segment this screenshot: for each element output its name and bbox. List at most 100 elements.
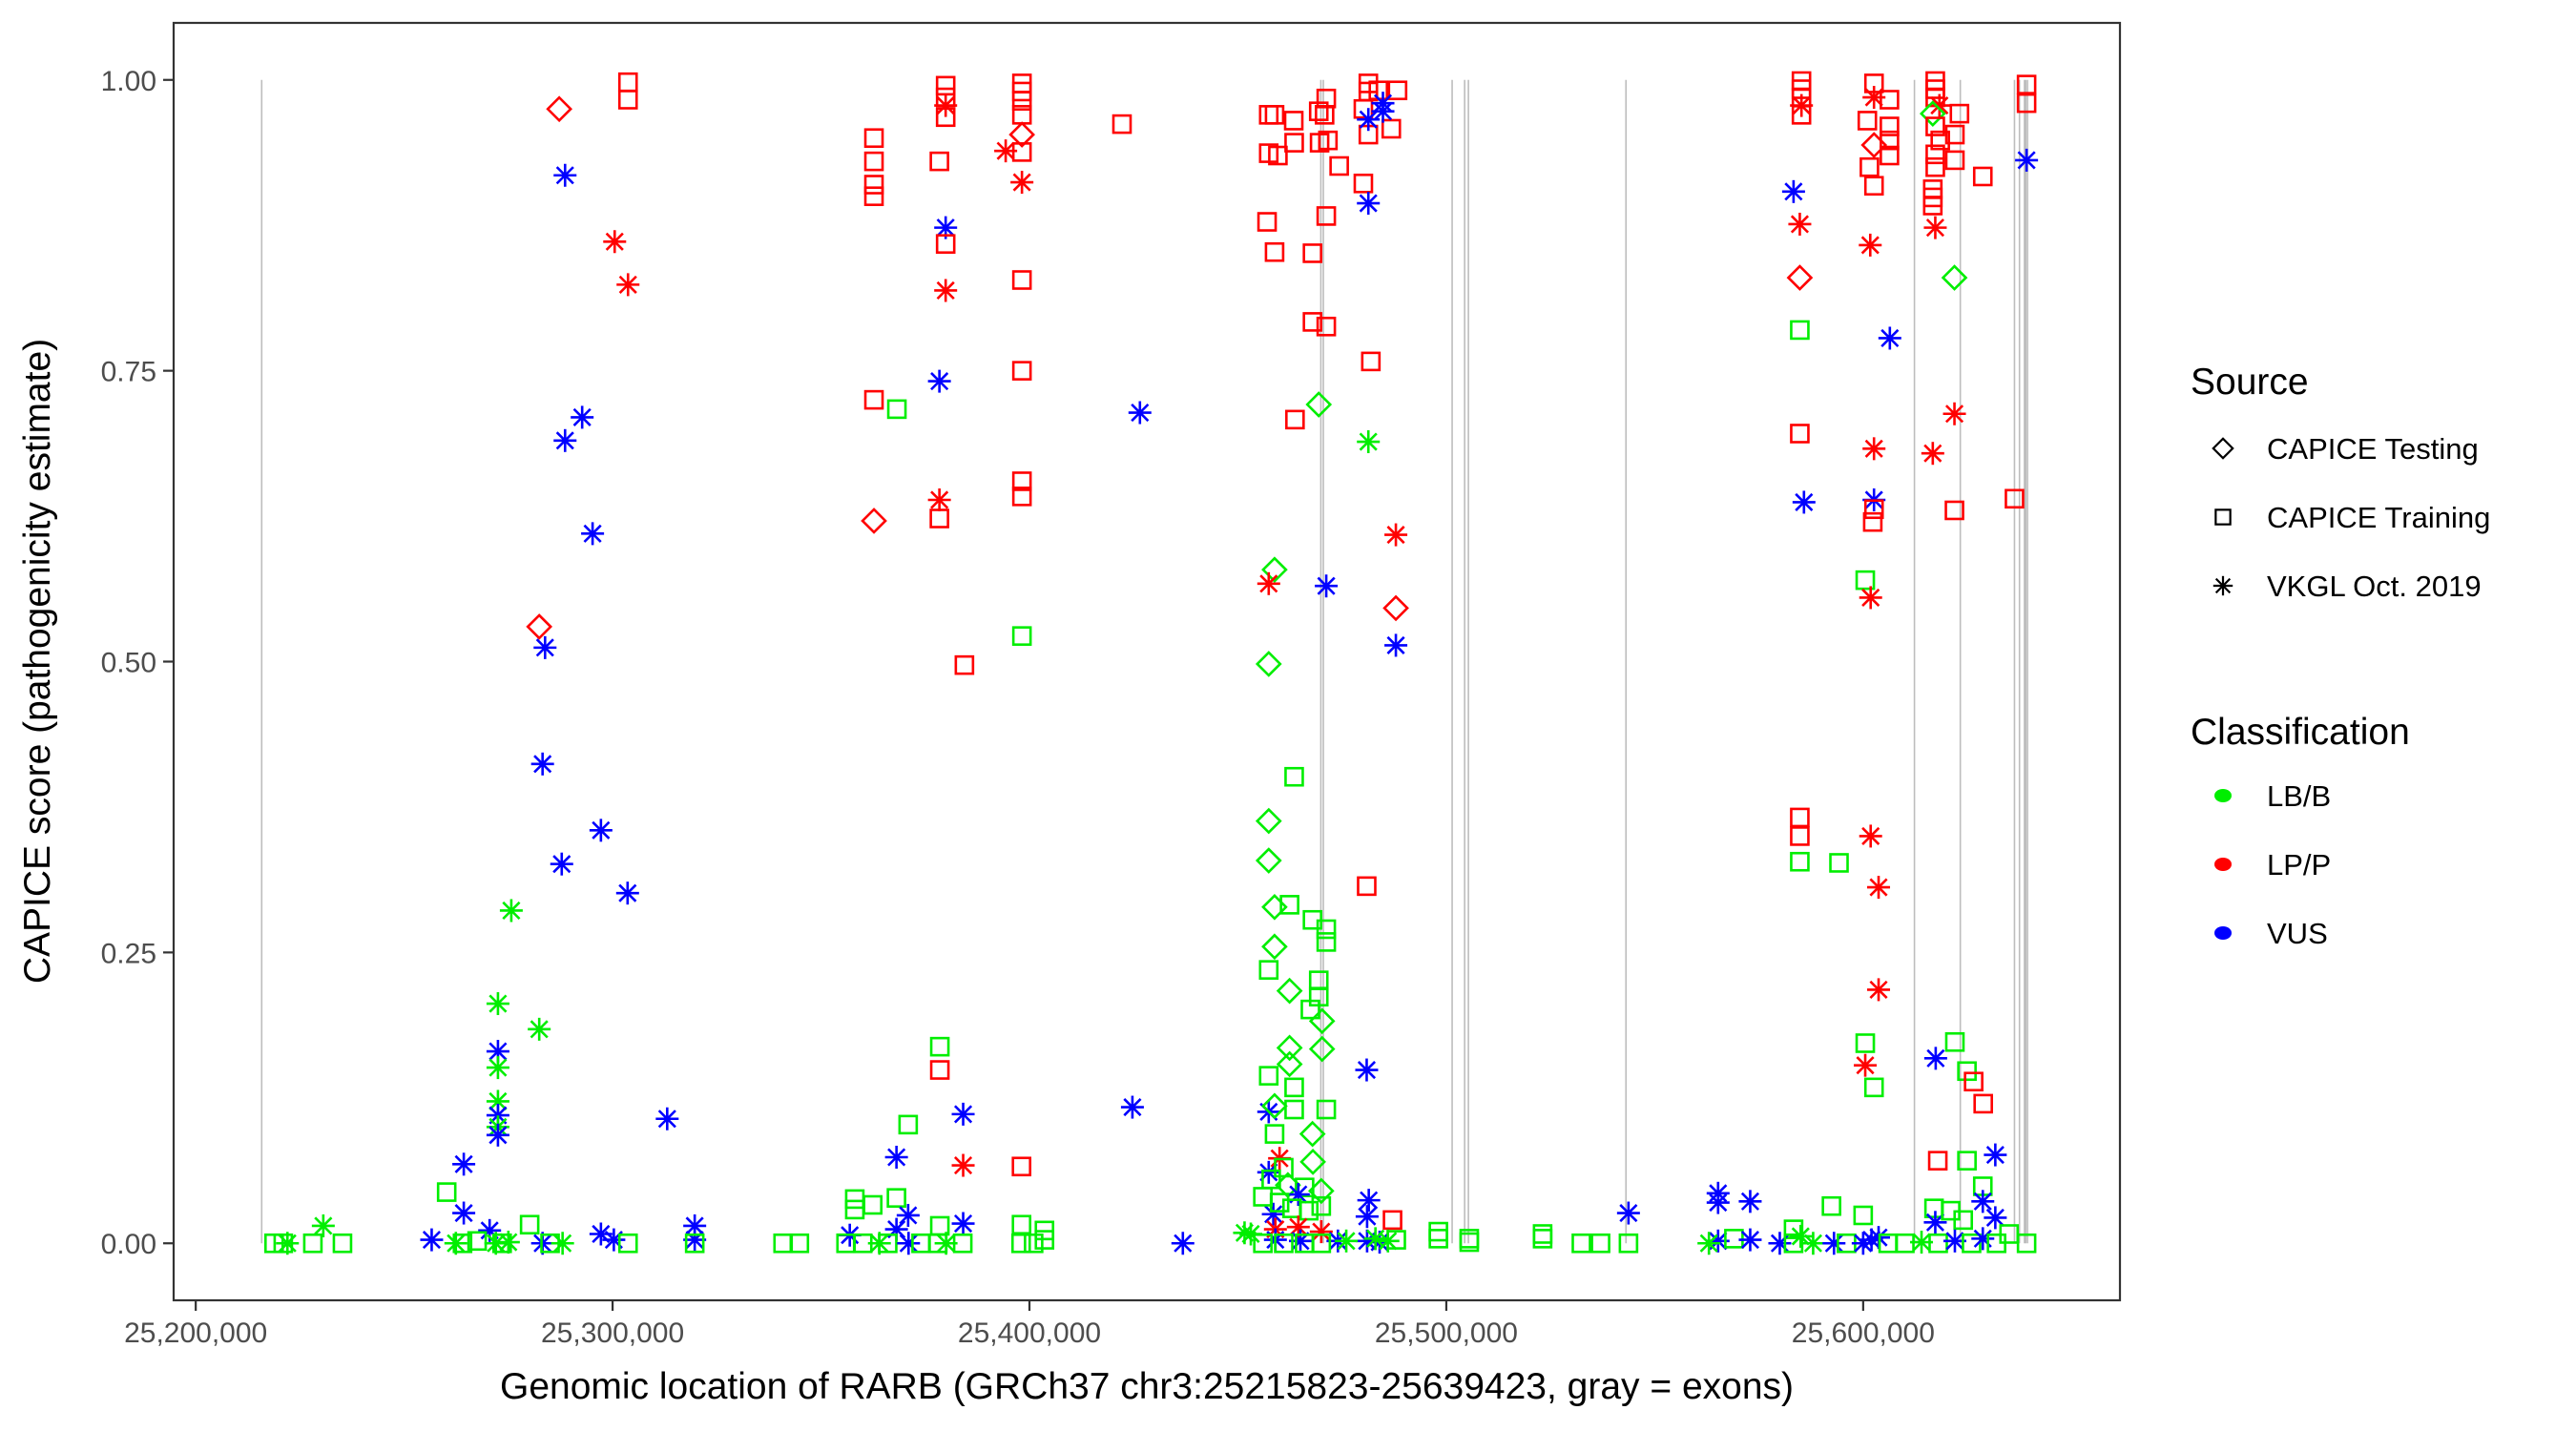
data-point — [1880, 130, 1900, 151]
data-point — [1986, 1233, 2006, 1254]
legend-classification-items: LB/B LP/P VUS — [2214, 779, 2331, 950]
data-point — [929, 508, 949, 529]
data-point — [1316, 316, 1337, 337]
data-point — [1305, 391, 1333, 418]
data-point — [1790, 807, 1810, 828]
data-point — [1855, 570, 1876, 591]
y-tick-label: 0.00 — [101, 1229, 156, 1260]
y-tick-label: 0.75 — [101, 357, 156, 388]
data-point — [1357, 1189, 1381, 1213]
data-point — [1863, 1077, 1884, 1098]
data-point — [1880, 116, 1900, 136]
data-point — [1862, 511, 1883, 532]
data-point — [1371, 99, 1395, 123]
data-point — [276, 1232, 300, 1255]
data-point — [1357, 876, 1377, 897]
data-point — [1010, 1233, 1031, 1254]
data-point — [951, 1212, 975, 1235]
data-point — [655, 1107, 679, 1130]
data-point — [1357, 192, 1381, 216]
data-point — [1274, 1233, 1294, 1254]
data-point — [1962, 1233, 1982, 1254]
data-point — [1253, 1233, 1273, 1254]
data-point — [1859, 824, 1882, 848]
data-point — [1571, 1233, 1591, 1254]
data-point — [1008, 121, 1035, 148]
data-point — [2005, 488, 2025, 509]
data-point — [1285, 409, 1305, 430]
legend-label: CAPICE Testing — [2267, 432, 2479, 466]
data-point — [935, 234, 956, 255]
data-point — [1261, 933, 1288, 961]
data-point — [1299, 1149, 1326, 1175]
y-tick-label: 0.50 — [101, 648, 156, 679]
data-point — [1302, 312, 1322, 332]
data-point — [528, 1017, 551, 1041]
data-point — [897, 1232, 921, 1255]
data-point — [486, 1056, 509, 1080]
data-point — [1316, 206, 1337, 226]
data-point — [452, 1201, 476, 1225]
data-point — [951, 1153, 975, 1177]
data-point — [2015, 148, 2039, 172]
data-point — [1801, 1232, 1825, 1255]
data-point — [1963, 1071, 1984, 1092]
data-point — [1298, 1120, 1326, 1148]
data-point — [1880, 90, 1900, 110]
data-point — [929, 1036, 950, 1057]
asterisk-icon — [2212, 575, 2233, 596]
plot-background — [174, 23, 2120, 1300]
data-point — [1859, 233, 1882, 257]
data-point — [1308, 1035, 1336, 1063]
data-point — [1034, 1230, 1055, 1250]
data-point — [1923, 216, 1947, 239]
data-point — [1011, 270, 1032, 290]
data-point — [1316, 932, 1337, 952]
data-point — [934, 216, 958, 239]
data-point — [1257, 212, 1278, 232]
data-point — [1355, 1058, 1379, 1082]
data-point — [546, 95, 572, 123]
data-point — [1863, 499, 1884, 520]
data-point — [934, 279, 958, 302]
data-point — [1944, 150, 1965, 171]
data-point — [617, 1233, 638, 1254]
data-point — [935, 107, 956, 128]
data-point — [1311, 1195, 1332, 1216]
data-point — [530, 752, 554, 776]
dot-icon — [2214, 789, 2232, 802]
data-point — [496, 1231, 520, 1255]
data-point — [1791, 105, 1812, 125]
data-point — [1011, 1214, 1032, 1235]
data-point — [952, 1233, 973, 1254]
data-point — [553, 163, 577, 187]
data-point — [1011, 487, 1032, 507]
diamond-icon — [2212, 437, 2234, 460]
dot-icon — [2214, 926, 2232, 940]
legend-source-title: Source — [2191, 362, 2309, 403]
data-point — [1308, 1177, 1335, 1205]
data-point — [1384, 523, 1408, 547]
data-point — [302, 1233, 323, 1254]
data-point — [1387, 80, 1408, 101]
data-point — [1859, 586, 1882, 610]
data-point — [1318, 130, 1339, 151]
data-point — [1309, 1220, 1333, 1244]
data-point — [1957, 1061, 1977, 1082]
data-point — [1971, 1227, 1995, 1251]
data-point — [550, 852, 573, 876]
data-point — [1923, 1047, 1947, 1070]
legend-item-training: CAPICE Training — [2214, 501, 2490, 534]
data-point — [1822, 1232, 1846, 1255]
data-point — [1284, 1099, 1304, 1120]
legend-source-items: CAPICE Testing CAPICE Training VKGL Oct. 2… — [2212, 432, 2490, 603]
data-points — [263, 71, 2039, 1255]
data-point — [1284, 766, 1304, 787]
data-point — [616, 273, 640, 297]
data-point — [927, 369, 951, 393]
data-point — [1011, 1156, 1032, 1177]
legend-classification-title: Classification — [2191, 712, 2410, 753]
data-point — [863, 128, 884, 149]
data-point — [683, 1213, 707, 1237]
